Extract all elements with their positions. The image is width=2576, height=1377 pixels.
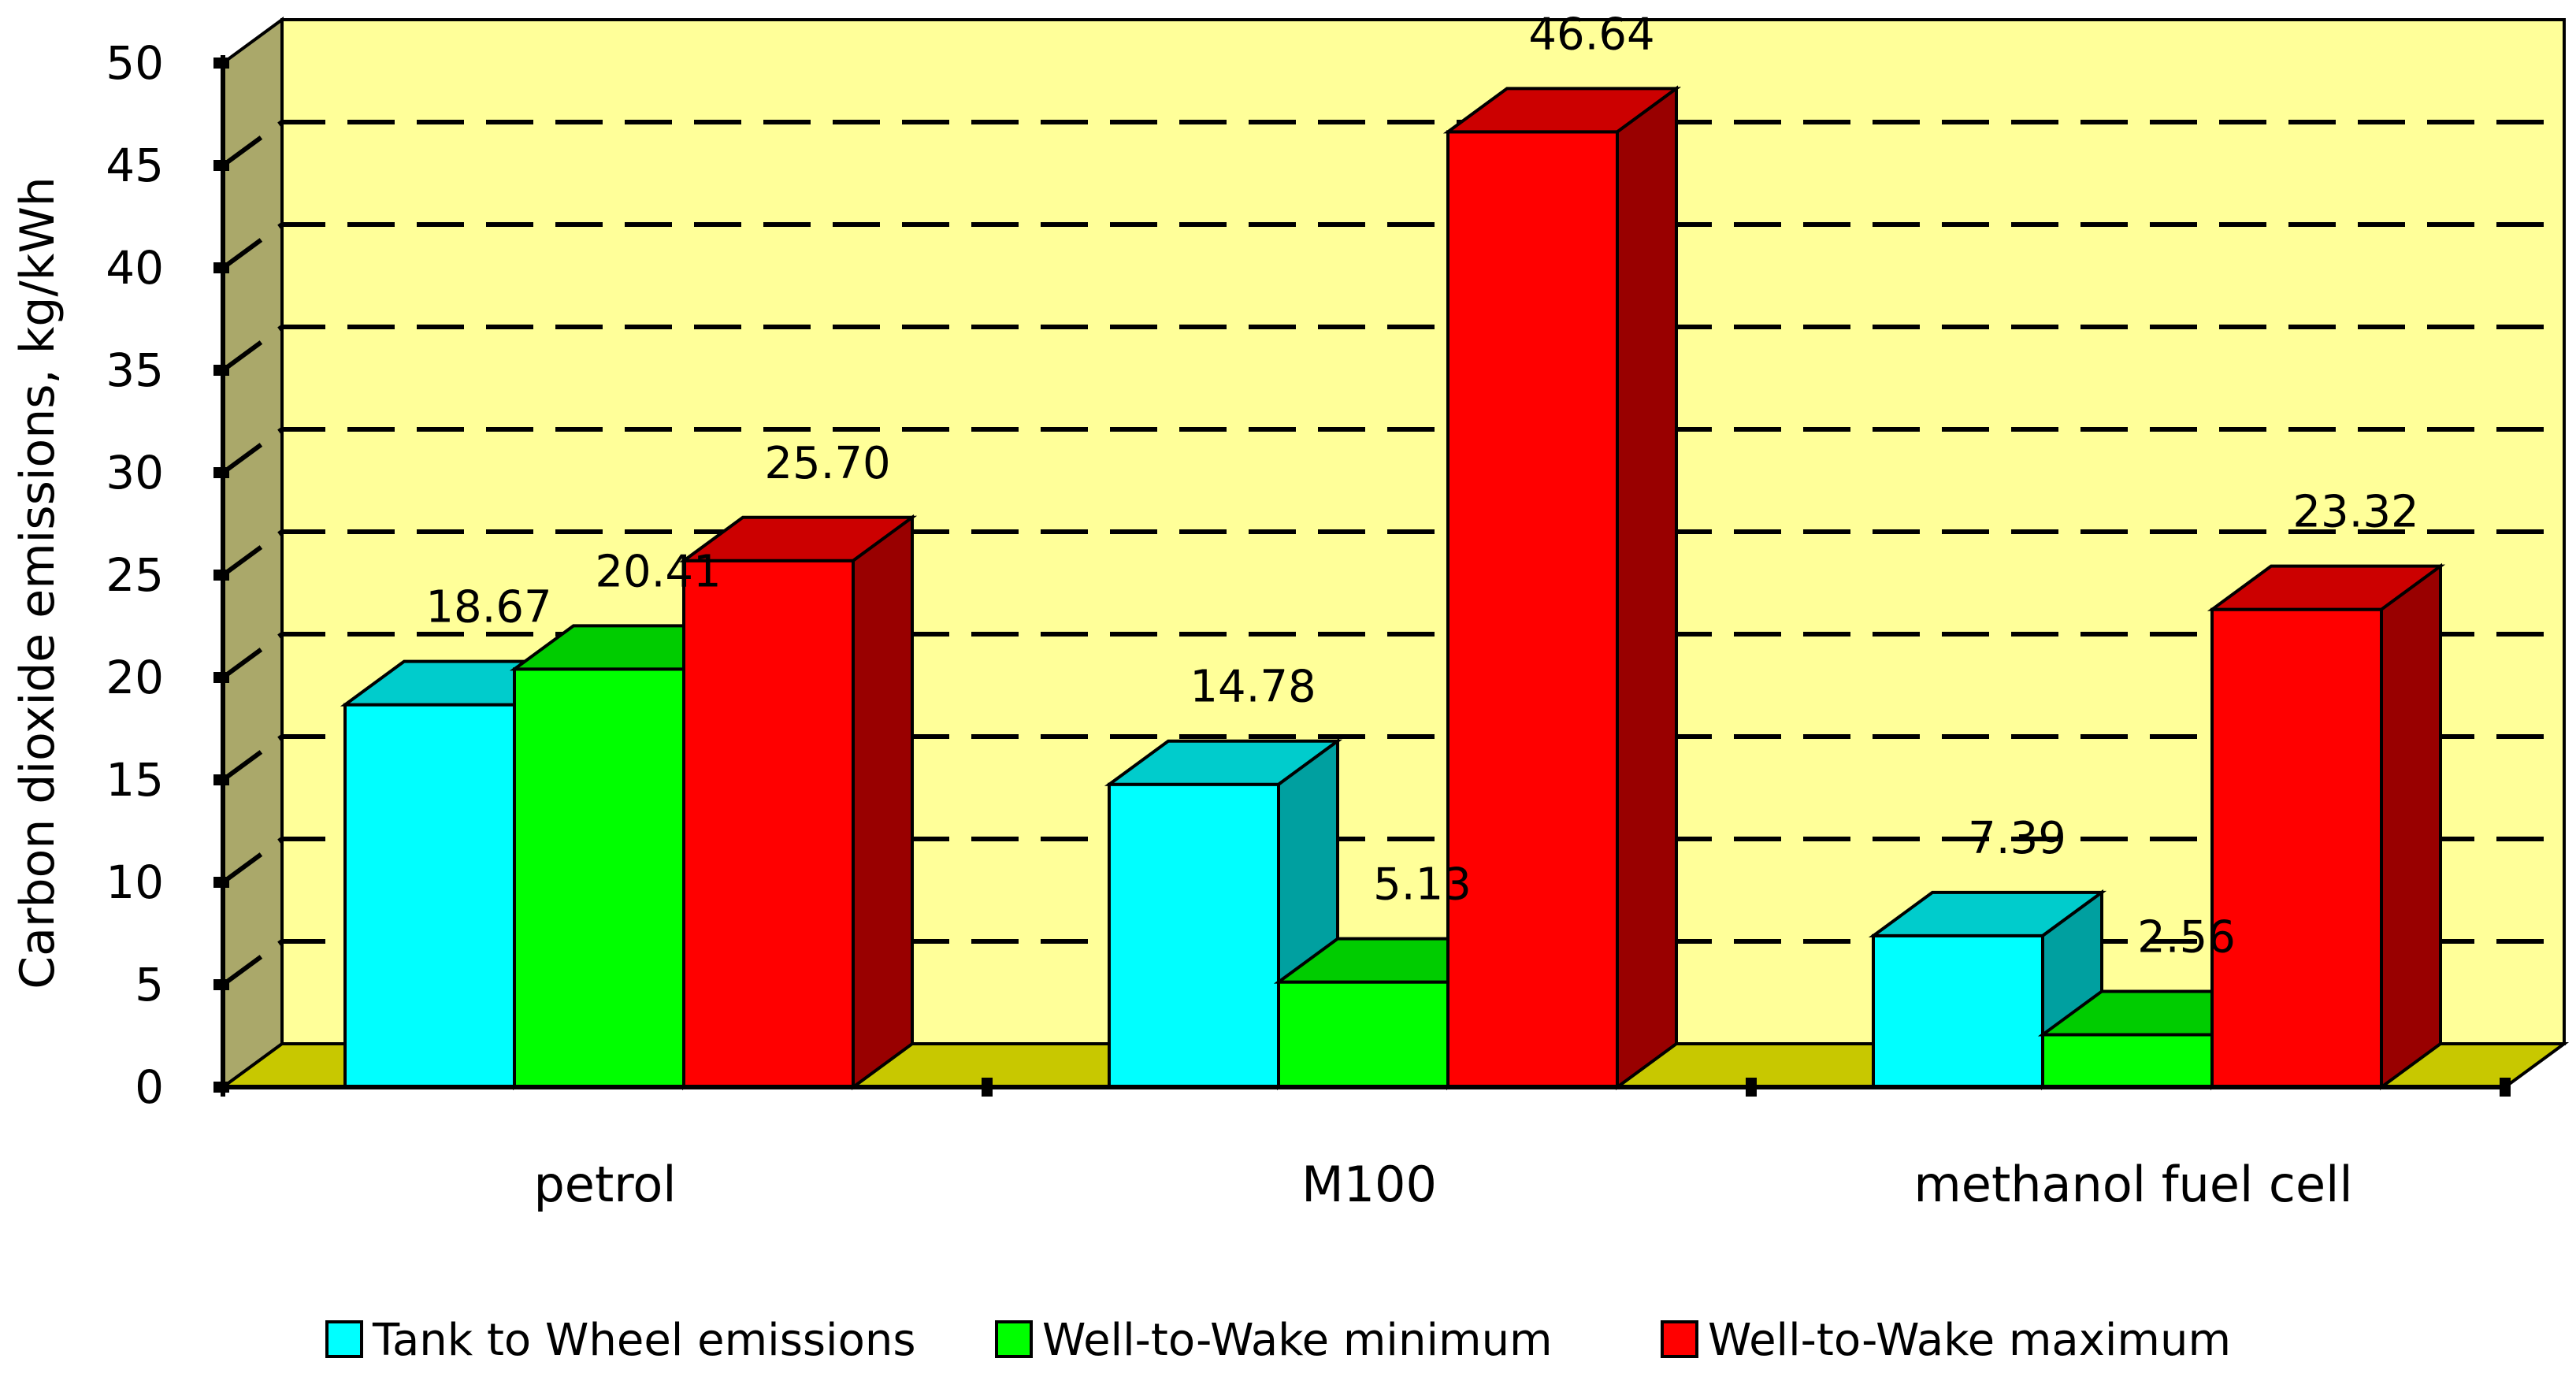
bar (1442, 85, 1682, 1090)
bar (2207, 562, 2446, 1090)
x-tick-label: M100 (1301, 1156, 1437, 1213)
legend-item: Tank to Wheel emissions (325, 1315, 916, 1366)
legend-swatch (1661, 1320, 1698, 1358)
labels: 18.67 20.41 25.70 14.78 5.13 46.64 7.39 2.56 23.… (425, 9, 2418, 963)
bar-front (682, 559, 855, 1089)
gridline (221, 120, 2564, 168)
bar-side (852, 514, 914, 1090)
y-tick-label: 5 (135, 958, 164, 1011)
data-label: 23.32 (2292, 487, 2418, 538)
y-axis-title: Carbon dioxide emissions, kg/kWh (10, 176, 65, 989)
gridline (221, 939, 2564, 987)
y-tick-label: 0 (135, 1060, 164, 1114)
data-label: 20.41 (595, 546, 721, 597)
gridline (221, 734, 2564, 782)
bar-front (2210, 607, 2383, 1089)
bar-side (2380, 562, 2442, 1090)
data-label: 25.70 (764, 438, 890, 489)
bar-front (1446, 130, 1619, 1089)
y-tick-label: 35 (106, 343, 164, 397)
gridline (221, 837, 2564, 885)
data-label: 5.13 (1373, 859, 1472, 911)
data-label: 14.78 (1190, 662, 1316, 713)
legend: Tank to Wheel emissions Well-to-Wake mini… (325, 1315, 2231, 1366)
bar-front (343, 703, 516, 1089)
y-tick-label: 25 (106, 548, 164, 602)
gridline (221, 427, 2564, 475)
y-tick-label: 40 (106, 241, 164, 295)
x-tick-label: petrol (533, 1156, 676, 1213)
data-label: 18.67 (425, 582, 551, 633)
y-tick-label: 50 (106, 36, 164, 90)
gridline (221, 325, 2564, 373)
y-tick-label: 20 (106, 651, 164, 704)
y-tick-label: 15 (106, 753, 164, 807)
bar-front (1108, 782, 1280, 1089)
bar-side (1616, 85, 1678, 1090)
gridline (221, 632, 2564, 680)
bar-front (513, 667, 685, 1089)
legend-label: Well-to-Wake minimum (1042, 1315, 1553, 1366)
bar-front (1277, 980, 1449, 1089)
data-label: 2.56 (2137, 911, 2236, 963)
bar (678, 514, 918, 1090)
gridlines (221, 120, 2564, 987)
bars (340, 85, 2446, 1090)
legend-label: Well-to-Wake maximum (1708, 1315, 2231, 1366)
legend-item: Well-to-Wake maximum (1661, 1315, 2231, 1366)
data-label: 46.64 (1528, 9, 1654, 60)
y-tick-label: 30 (106, 446, 164, 499)
legend-item: Well-to-Wake minimum (995, 1315, 1553, 1366)
bar-front (2041, 1033, 2214, 1089)
y-tick-label: 10 (106, 856, 164, 909)
bar-front (1872, 933, 2044, 1089)
legend-label: Tank to Wheel emissions (372, 1315, 916, 1366)
gridline (221, 529, 2564, 577)
data-label: 7.39 (1968, 813, 2066, 864)
y-tick-label: 45 (106, 139, 164, 192)
gridline (221, 222, 2564, 270)
x-tick-label: methanol fuel cell (1913, 1156, 2352, 1213)
axes: 0 5 10 15 20 25 30 35 40 45 50 petrol M100 methanol f… (10, 36, 2511, 1213)
legend-swatch (995, 1320, 1033, 1358)
legend-swatch (325, 1320, 363, 1358)
